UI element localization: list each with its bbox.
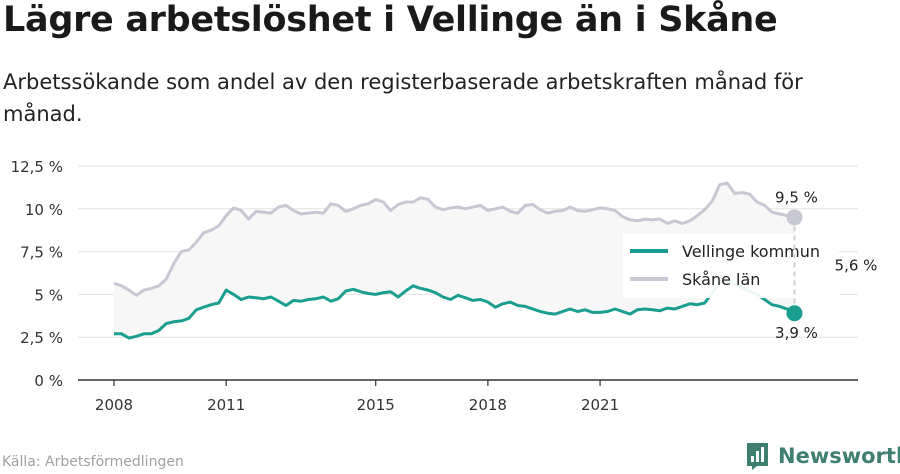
source-note: Källa: Arbetsförmedlingen xyxy=(2,454,184,470)
chart-subtitle: Arbetssökande som andel av den registerb… xyxy=(3,70,803,126)
x-tick-label: 2011 xyxy=(207,396,245,414)
x-tick-label: 2008 xyxy=(95,396,133,414)
x-tick-label: 2018 xyxy=(469,396,507,414)
brand-name: Newsworthy xyxy=(778,444,900,468)
y-tick-label: 2,5 % xyxy=(20,329,63,347)
legend: Vellinge kommun Skåne län xyxy=(623,234,839,298)
end-marker-skane xyxy=(786,209,803,226)
y-tick-label: 0 % xyxy=(34,372,63,390)
end-annotations: 9,5 % 3,9 % 5,6 % xyxy=(775,188,877,342)
x-tick-label: 2015 xyxy=(357,396,395,414)
newsworthy-logo-icon xyxy=(747,443,768,470)
series-lines xyxy=(113,181,796,340)
x-tick-label: 2021 xyxy=(581,396,619,414)
end-label-vellinge: 3,9 % xyxy=(775,324,818,342)
brand-logo-block: Newsworthy xyxy=(745,441,900,471)
series-line-skane xyxy=(113,181,795,297)
axes: 2008 2011 2015 2018 2021 xyxy=(78,379,858,414)
y-tick-label: 7,5 % xyxy=(20,244,63,262)
legend-label-skane: Skåne län xyxy=(682,270,760,289)
legend-label-vellinge: Vellinge kommun xyxy=(682,242,820,261)
legend-background xyxy=(623,234,839,298)
y-tick-label: 10 % xyxy=(25,201,63,219)
chart-title: Lägre arbetslöshet i Vellinge än i Skåne xyxy=(3,0,778,40)
end-marker-vellinge xyxy=(786,305,803,322)
gap-label: 5,6 % xyxy=(835,256,878,274)
y-tick-label: 5 % xyxy=(34,286,63,304)
y-tick-label: 12,5 % xyxy=(11,158,63,176)
gap-area xyxy=(114,183,795,339)
end-label-skane: 9,5 % xyxy=(775,188,818,206)
series-line-vellinge xyxy=(114,277,796,340)
